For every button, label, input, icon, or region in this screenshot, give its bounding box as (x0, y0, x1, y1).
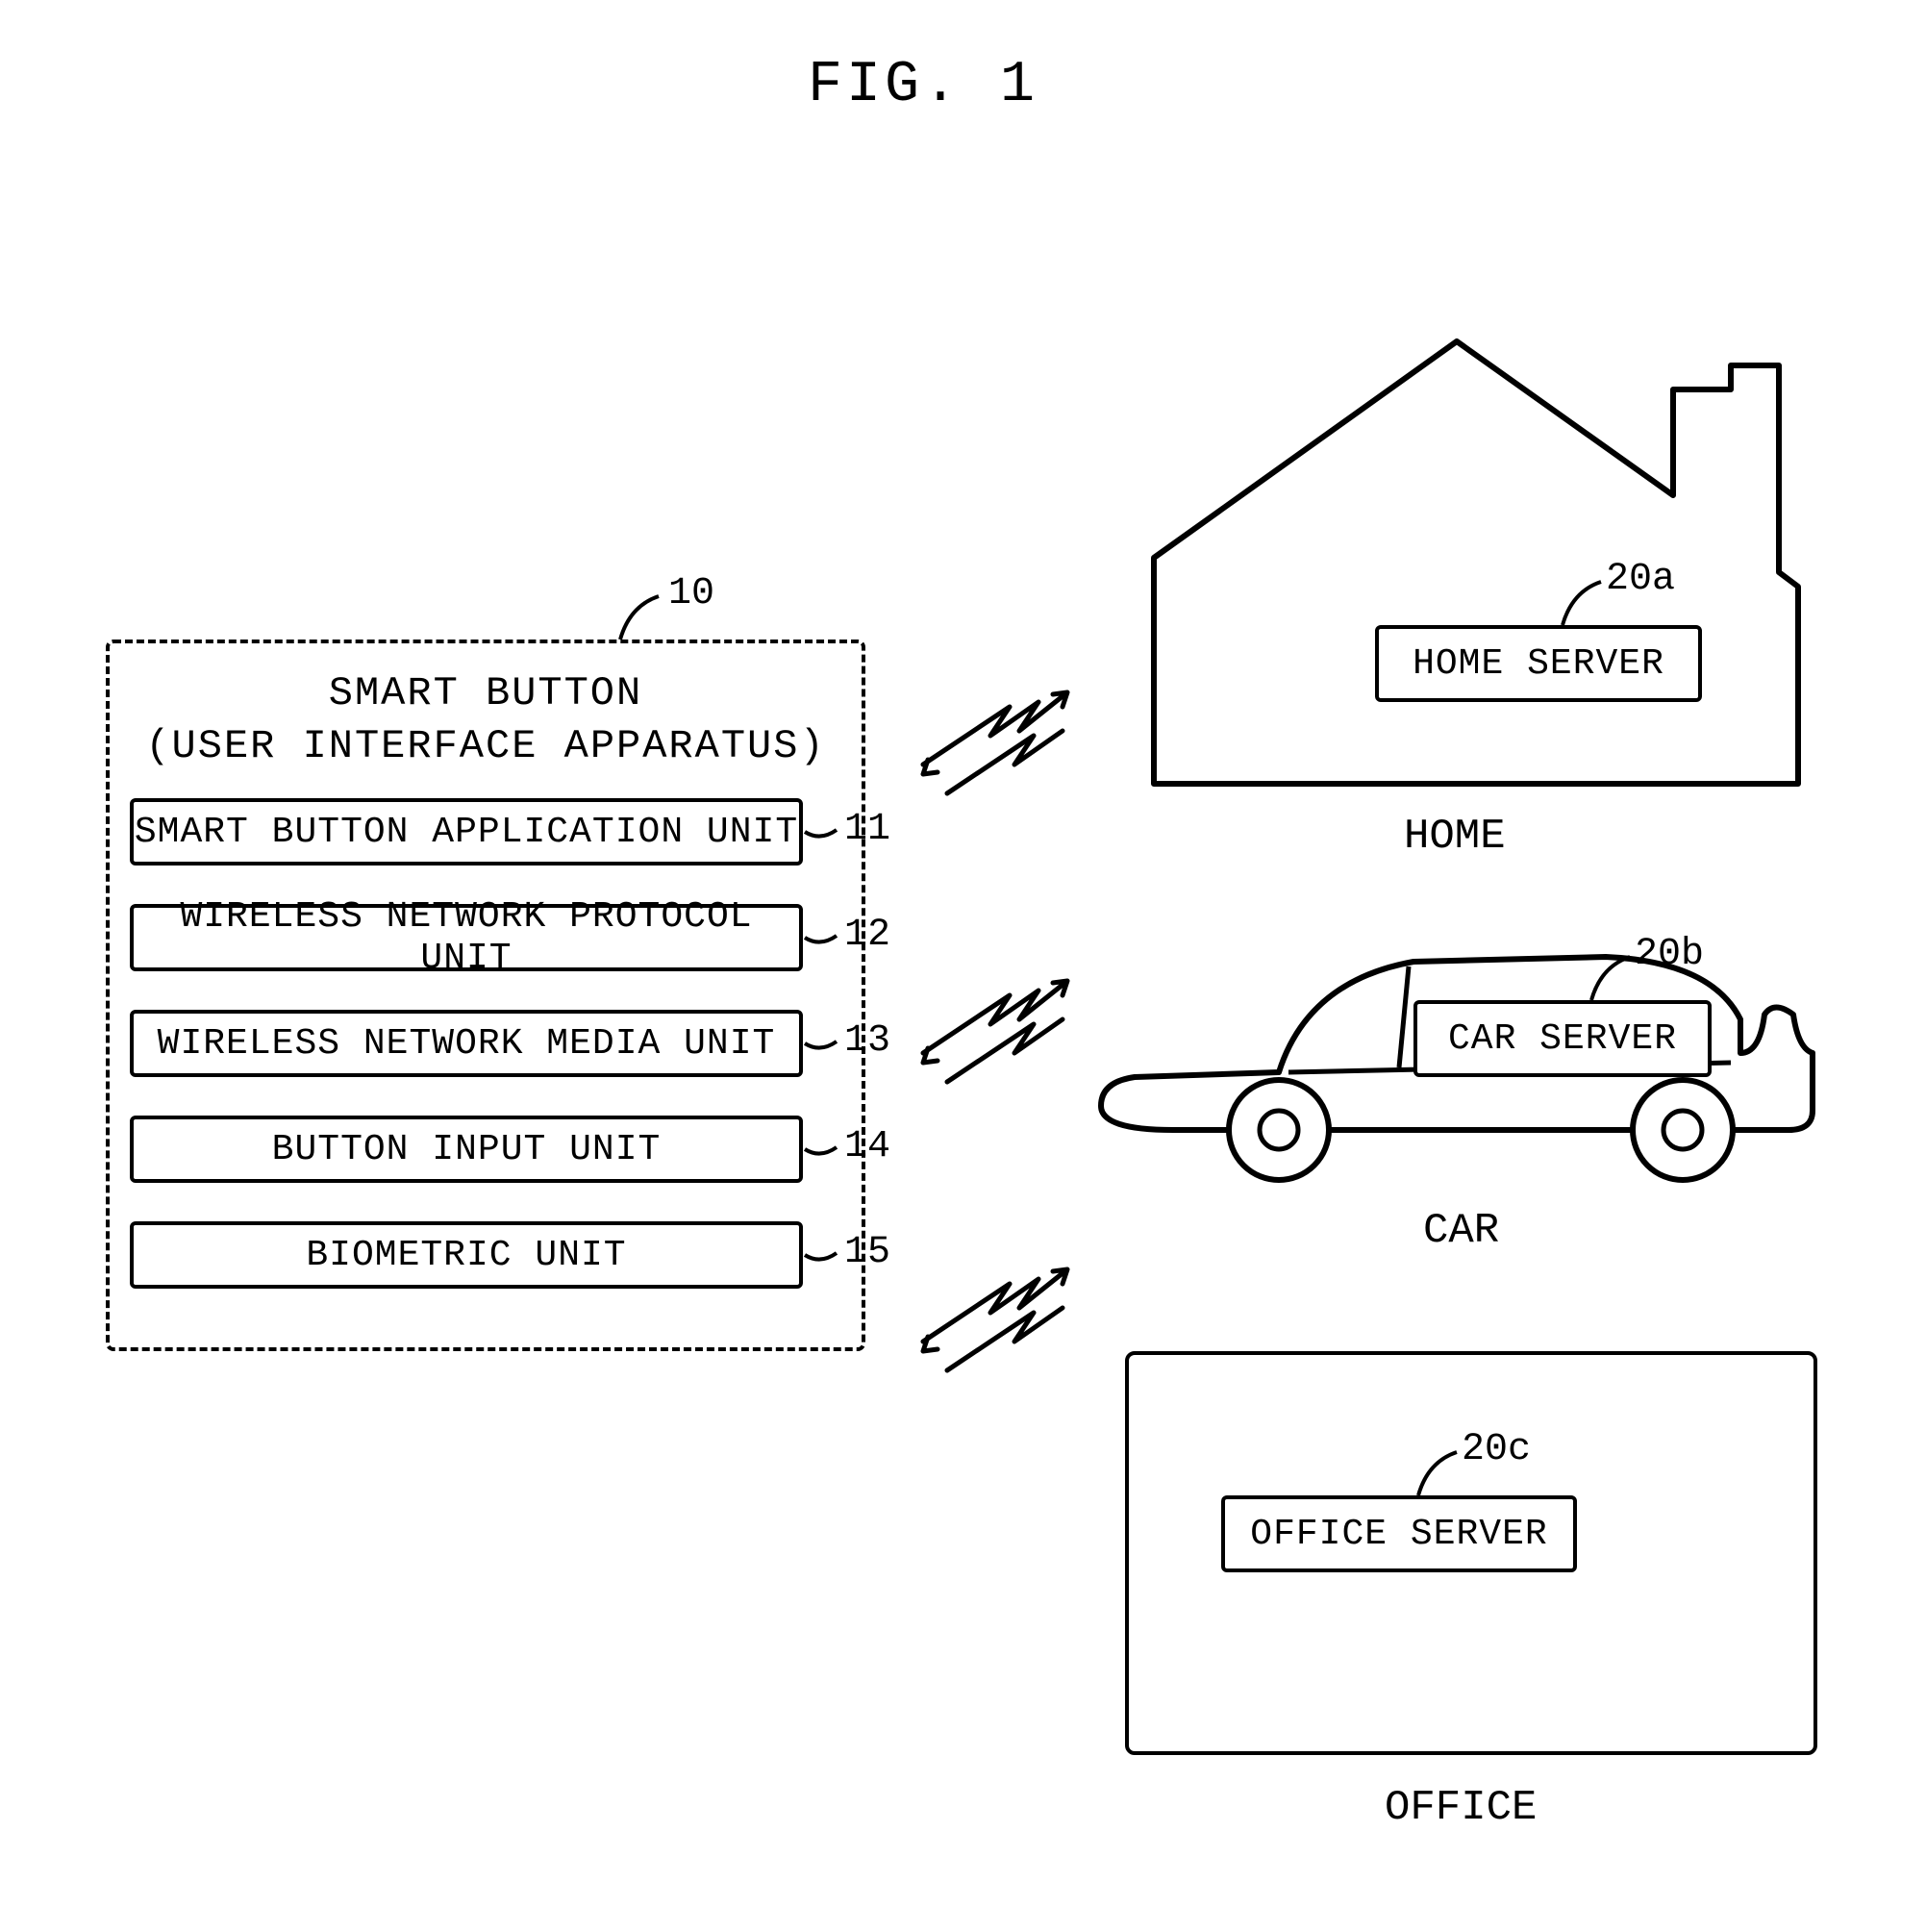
figure-title: FIG. 1 (808, 53, 1038, 118)
smart-button-title-line1: SMART BUTTON (329, 670, 642, 716)
ref-label-12: 12 (844, 914, 890, 957)
unit-button-input: BUTTON INPUT UNIT (130, 1116, 803, 1183)
unit-biometric: BIOMETRIC UNIT (130, 1221, 803, 1289)
ref-label-13: 13 (844, 1019, 890, 1063)
smart-button-title: SMART BUTTON (USER INTERFACE APPARATUS) (110, 667, 862, 772)
ref-label-20c: 20c (1462, 1428, 1531, 1471)
unit-protocol: WIRELESS NETWORK PROTOCOL UNIT (130, 904, 803, 971)
office-label: OFFICE (1385, 1784, 1537, 1832)
car-label: CAR (1423, 1207, 1499, 1255)
ref-label-15: 15 (844, 1231, 890, 1274)
signal-icon-home (909, 673, 1101, 808)
unit-media: WIRELESS NETWORK MEDIA UNIT (130, 1010, 803, 1077)
home-server-box: HOME SERVER (1375, 625, 1702, 702)
car-server-box: CAR SERVER (1413, 1000, 1712, 1077)
ref-label-14: 14 (844, 1125, 890, 1168)
ref-label-20b: 20b (1635, 933, 1704, 976)
ref-label-11: 11 (844, 808, 890, 851)
unit-application: SMART BUTTON APPLICATION UNIT (130, 798, 803, 866)
house-icon (1111, 298, 1822, 798)
ref-label-20a: 20a (1606, 558, 1675, 601)
signal-icon-office (909, 1250, 1101, 1385)
home-label: HOME (1404, 813, 1506, 861)
ref-label-10: 10 (668, 572, 714, 615)
smart-button-title-line2: (USER INTERFACE APPARATUS) (145, 723, 825, 769)
office-server-box: OFFICE SERVER (1221, 1495, 1577, 1572)
